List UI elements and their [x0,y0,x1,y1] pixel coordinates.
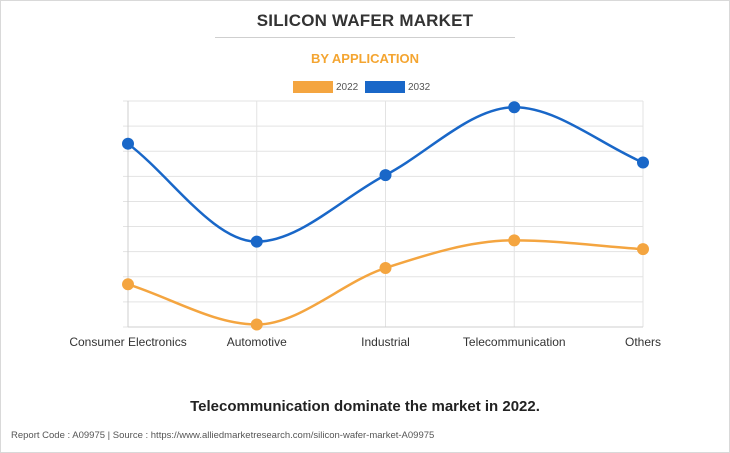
series-group [122,101,649,331]
data-point-2022 [250,318,263,331]
data-point-2022 [508,234,521,247]
legend-swatch-2022 [293,81,333,93]
x-tick-label: Others [625,335,661,349]
legend: 2022 2032 [0,80,730,94]
data-point-2022 [379,261,392,274]
data-point-2032 [122,137,134,150]
data-point-2022 [122,278,134,291]
title-divider [215,37,515,38]
chart-title: SILICON WAFER MARKET [256,11,474,30]
data-point-2032 [250,235,263,248]
x-tick-label: Industrial [361,335,410,349]
data-point-2022 [637,243,649,256]
legend-swatch-2032 [365,81,405,93]
report-source: Report Code : A09975 | Source : https://… [11,430,435,441]
legend-label-2032: 2032 [408,81,431,93]
x-tick-label: Consumer Electronics [69,335,186,349]
data-point-2032 [508,101,521,114]
legend-label-2022: 2022 [336,81,359,93]
legend-item-2032[interactable]: 2032 [365,80,430,94]
data-point-2032 [379,169,392,182]
x-tick-label: Automotive [227,335,287,349]
legend-item-2022[interactable]: 2022 [293,80,358,94]
chart-caption: Telecommunication dominate the market in… [190,398,540,415]
x-tick-label: Telecommunication [463,335,566,349]
data-point-2032 [637,156,649,169]
x-axis-labels: Consumer Electronics Automotive Industrial… [69,335,661,349]
chart-subtitle: BY APPLICATION [310,51,420,66]
